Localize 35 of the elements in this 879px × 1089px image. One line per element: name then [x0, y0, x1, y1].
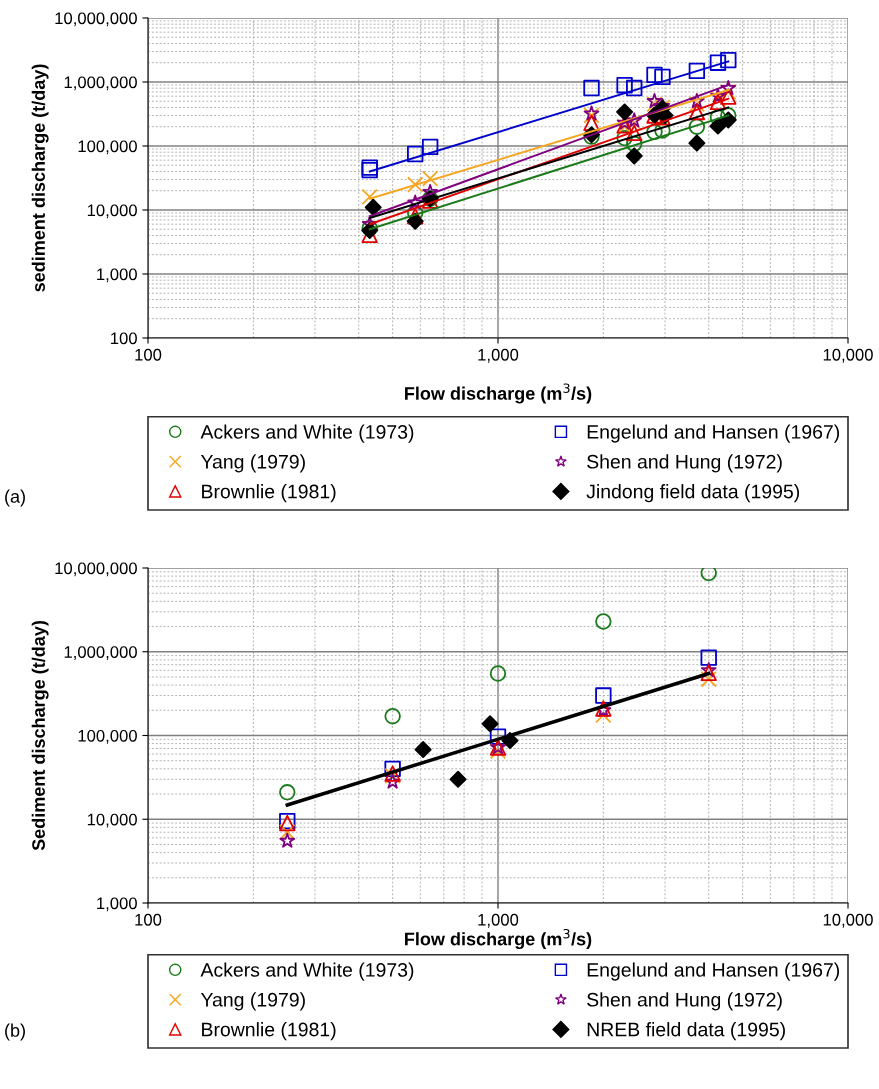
y-tick-label: 10,000: [87, 813, 137, 828]
x-tick-label: 10,000: [823, 348, 873, 363]
legend-label: Engelund and Hansen (1967): [587, 424, 840, 443]
y-tick-label: 10,000,000: [55, 12, 137, 27]
x-axis-title: Flow discharge (m$^{3}$/s): [405, 383, 592, 404]
legend-label: Brownlie (1981): [202, 1022, 336, 1041]
legend-label: Jindong field data (1995): [586, 484, 800, 503]
y-tick-label: 10,000: [87, 204, 137, 219]
text: (a): [5, 489, 25, 507]
y-tick-label: 100,000: [78, 729, 137, 744]
text: (b): [5, 1023, 25, 1041]
x-tick-label: 100: [135, 348, 162, 361]
x-tick-label: 1,000: [478, 348, 519, 363]
y-tick-label: 1,000,000: [64, 646, 137, 660]
x-tick-label: 1,000: [478, 913, 519, 928]
y-tick-label: 100: [111, 332, 137, 345]
y-axis-title: sediment discharge (t/day): [31, 64, 49, 292]
legend-label: Ackers and White (1973): [200, 962, 414, 981]
y-axis-title: Sediment discharge (t/day): [31, 621, 49, 851]
x-tick-label: 10,000: [823, 913, 873, 928]
legend-label: Brownlie (1981): [202, 484, 336, 503]
y-tick-label: 1,000: [97, 897, 137, 912]
legend-label: Yang (1979): [200, 454, 305, 473]
legend-label: Shen and Hung (1972): [587, 992, 782, 1011]
legend-label: Engelund and Hansen (1967): [587, 962, 840, 981]
y-tick-label: 100,000: [78, 140, 137, 155]
legend-label: Ackers and White (1973): [200, 424, 414, 443]
y-tick-label: 1,000,000: [64, 76, 137, 91]
legend-label: NREB field data (1995): [587, 1022, 785, 1041]
legend-label: Shen and Hung (1972): [587, 454, 782, 473]
y-tick-label: 10,000,000: [55, 562, 137, 577]
legend-label: Yang (1979): [200, 992, 305, 1011]
x-axis-title: Flow discharge (m$^{3}$/s): [405, 928, 592, 950]
y-tick-label: 1,000: [97, 268, 137, 283]
x-tick-label: 100: [135, 913, 162, 926]
